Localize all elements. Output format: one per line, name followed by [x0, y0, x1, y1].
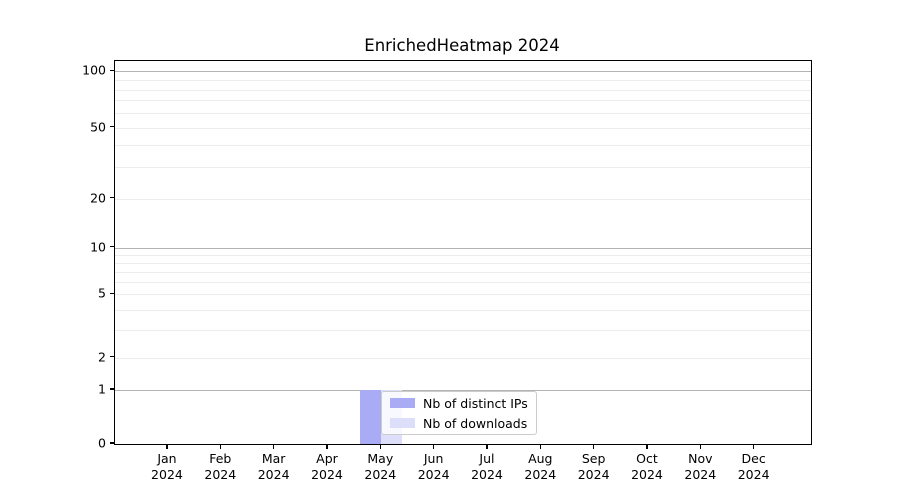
gridline-minor-50	[115, 127, 811, 129]
gridline-minor-7	[115, 271, 811, 273]
x-tick-mark-jul	[486, 444, 488, 449]
y-tick-mark-0	[110, 442, 114, 444]
x-tick-label-apr: Apr 2024	[311, 451, 343, 482]
x-tick-label-aug: Aug 2024	[524, 451, 557, 482]
y-tick-label-5: 5	[98, 285, 106, 301]
legend-swatch-downloads	[390, 418, 415, 428]
x-tick-mark-mar	[272, 444, 275, 449]
x-tick-mark-dec	[752, 444, 755, 449]
x-tick-label-oct: Oct 2024	[631, 451, 663, 482]
gridline-major-1	[115, 389, 811, 391]
y-tick-label-100: 100	[82, 62, 106, 78]
x-tick-label-dec: Dec 2024	[737, 451, 770, 482]
y-tick-mark-50	[110, 125, 114, 128]
gridline-minor-30	[115, 167, 811, 169]
legend-item-downloads: Nb of downloads	[390, 416, 536, 431]
gridline-minor-4	[115, 309, 811, 311]
x-tick-label-mar: Mar 2024	[257, 451, 290, 482]
gridline-major-10	[115, 247, 811, 249]
x-tick-mark-jun	[432, 444, 435, 449]
x-tick-mark-apr	[326, 444, 328, 449]
gridline-minor-6	[115, 281, 811, 283]
y-tick-label-20: 20	[90, 190, 106, 206]
gridline-minor-9	[115, 254, 811, 256]
x-tick-label-feb: Feb 2024	[204, 451, 237, 482]
x-tick-label-may: May 2024	[364, 451, 397, 482]
x-tick-mark-feb	[219, 444, 222, 449]
gridline-minor-70	[115, 100, 811, 102]
y-tick-label-10: 10	[90, 239, 106, 255]
y-tick-label-0: 0	[98, 435, 106, 451]
x-tick-label-jun: Jun 2024	[417, 451, 450, 482]
x-tick-label-jul: Jul 2024	[471, 451, 503, 482]
y-tick-mark-100	[110, 69, 114, 72]
x-tick-label-sep: Sep 2024	[577, 451, 610, 482]
y-tick-mark-1	[110, 388, 114, 390]
y-tick-mark-10	[110, 245, 114, 248]
y-tick-label-50: 50	[90, 119, 106, 135]
x-tick-mark-may	[379, 444, 382, 449]
legend-label-distinct-ips: Nb of distinct IPs	[423, 395, 528, 411]
gridline-minor-2	[115, 357, 811, 359]
gridline-minor-20	[115, 198, 811, 200]
y-tick-mark-20	[110, 196, 114, 199]
x-tick-mark-nov	[699, 444, 702, 449]
gridline-minor-5	[115, 294, 811, 296]
plot-area: Nb of distinct IPs Nb of downloads	[114, 60, 812, 445]
gridline-minor-60	[115, 112, 811, 114]
legend-label-downloads: Nb of downloads	[423, 415, 528, 431]
legend-swatch-distinct-ips	[390, 398, 415, 408]
x-tick-label-nov: Nov 2024	[684, 451, 717, 482]
chart-title: EnrichedHeatmap 2024	[364, 36, 560, 55]
legend: Nb of distinct IPs Nb of downloads	[381, 391, 537, 435]
gridline-minor-8	[115, 262, 811, 264]
bar-nb-of-distinct-ips-may-2024	[360, 389, 382, 444]
gridline-minor-80	[115, 89, 811, 91]
gridline-minor-3	[115, 329, 811, 331]
y-tick-label-1: 1	[98, 381, 106, 397]
x-tick-mark-aug	[539, 444, 542, 449]
x-tick-mark-sep	[592, 444, 595, 449]
x-tick-mark-oct	[646, 444, 648, 449]
y-tick-mark-5	[110, 292, 114, 295]
legend-item-distinct-ips: Nb of distinct IPs	[390, 396, 536, 411]
gridline-minor-90	[115, 80, 811, 82]
y-tick-mark-2	[110, 355, 114, 358]
gridline-major-100	[115, 71, 811, 73]
x-tick-mark-jan	[166, 444, 168, 449]
y-tick-label-2: 2	[98, 349, 106, 365]
gridline-minor-40	[115, 144, 811, 146]
x-tick-label-jan: Jan 2024	[151, 451, 183, 482]
